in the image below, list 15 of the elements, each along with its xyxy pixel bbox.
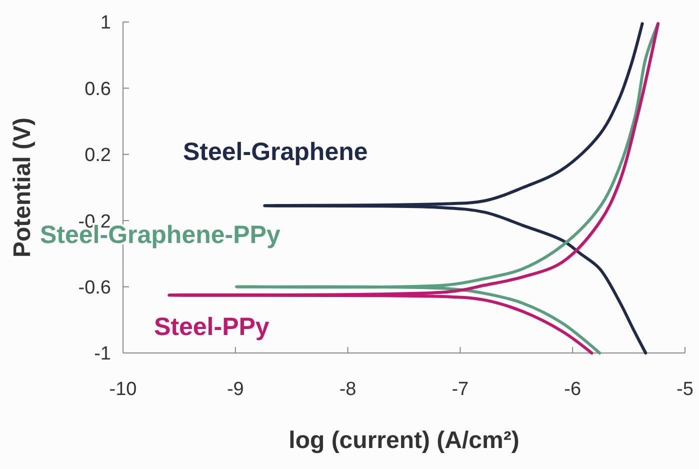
x-tick-label: -5	[676, 379, 694, 400]
x-tick-label: -7	[452, 379, 469, 400]
y-tick-label: -1	[94, 344, 111, 365]
x-tick-label: -8	[339, 379, 356, 400]
series-label: Steel-PPy	[154, 313, 270, 341]
y-tick-label: -0.6	[78, 277, 111, 298]
x-tick-label: -9	[226, 379, 244, 400]
y-axis-title: Potential (V)	[9, 117, 36, 258]
x-tick-label: -10	[109, 379, 137, 400]
series-label: Steel-Graphene	[183, 138, 368, 166]
x-axis-title: log (current) (A/cm²)	[288, 427, 520, 454]
y-tick-label: 0.2	[84, 145, 111, 166]
y-tick-label: 1	[100, 12, 111, 34]
y-tick-label: 0.6	[84, 78, 111, 100]
x-tick-label: -6	[564, 379, 582, 400]
